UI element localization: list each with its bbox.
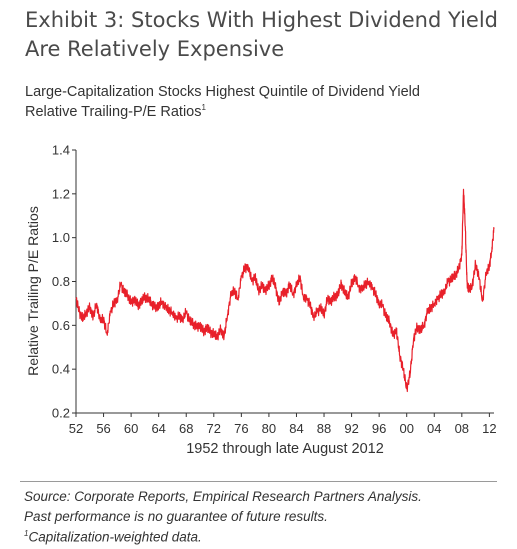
x-tick-label: 84 [289,421,303,436]
x-tick-label: 88 [317,421,331,436]
x-tick-label: 56 [96,421,110,436]
footnote-marker: 1 [24,529,29,538]
plot-area: 0.2 0.4 0.6 0.8 1.0 1.2 1.4 52 56 60 64 68 72 76 80 84… [25,143,497,437]
x-tick-label: 60 [124,421,138,436]
y-tick-label: 0.8 [52,274,70,289]
exhibit-title: Exhibit 3: Stocks With Highest Dividend … [25,8,498,61]
x-tick-label: 72 [207,421,221,436]
capitalization-note-text: Capitalization-weighted data. [28,529,202,545]
x-axis-title: 1952 through late August 2012 [186,441,384,457]
x-tick-label: 04 [427,421,441,436]
x-tick-label: 68 [179,421,193,436]
x-axis-ticks: 52 56 60 64 68 72 76 80 84 88 92 96 00 04 08 12 [69,413,497,436]
x-tick-label: 12 [482,421,496,436]
chart-subtitle-line-1: Large-Capitalization Stocks Highest Quin… [25,84,420,100]
x-tick-label: 92 [344,421,358,436]
series-line [75,188,495,393]
footer-divider [20,481,497,482]
x-tick-label: 96 [372,421,386,436]
chart-subtitle-text: Relative Trailing-P/E Ratios [25,104,202,120]
source-note: Source: Corporate Reports, Empirical Res… [24,489,422,504]
y-tick-label: 1.0 [52,230,70,245]
footnote-marker: 1 [201,103,206,112]
chart-subtitle-line-2: Relative Trailing-P/E Ratios1 [25,103,206,120]
y-tick-label: 1.2 [52,186,70,201]
y-tick-label: 0.4 [52,362,70,377]
x-tick-label: 08 [455,421,469,436]
y-axis-title: Relative Trailing P/E Ratios [25,206,41,376]
y-tick-label: 1.4 [52,143,70,158]
capitalization-note: 1Capitalization-weighted data. [24,529,202,545]
x-tick-label: 64 [151,421,165,436]
y-axis-ticks: 0.2 0.4 0.6 0.8 1.0 1.2 1.4 [52,143,76,421]
x-tick-label: 76 [234,421,248,436]
x-tick-label: 00 [399,421,413,436]
x-tick-label: 80 [262,421,276,436]
y-tick-label: 0.2 [52,406,70,421]
disclaimer-note: Past performance is no guarantee of futu… [24,509,328,524]
x-tick-label: 52 [69,421,83,436]
y-tick-label: 0.6 [52,318,70,333]
